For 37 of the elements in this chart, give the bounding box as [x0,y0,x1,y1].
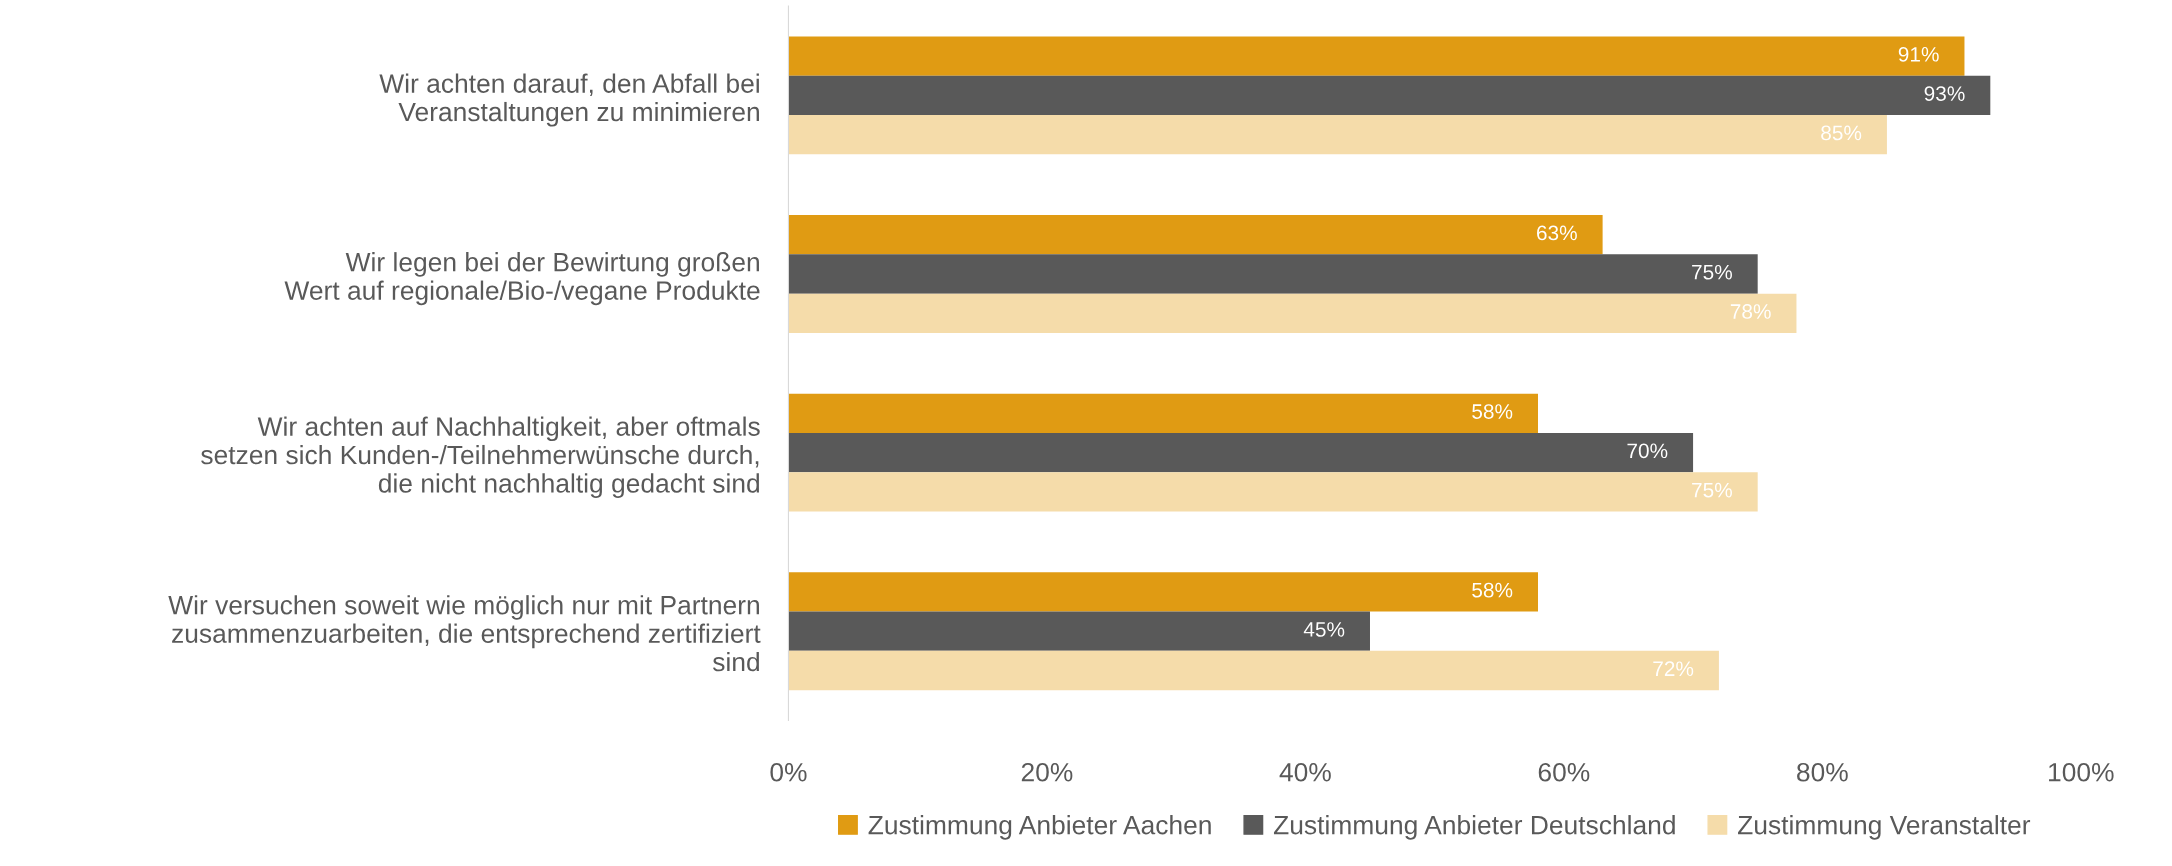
bar [788,432,1694,473]
legend-label: Zustimmung Veranstalter [1738,815,2031,840]
data-label: 85% [1821,125,1862,141]
data-label: 75% [1692,264,1732,280]
y-tick-label: Wir versuchen soweit wie möglich nur mit Partnern zusammenzuarbeiten, die entsprechend zertifiziert sind [168,595,761,672]
data-label: 75% [1692,482,1732,498]
bar [788,215,1603,255]
x-tick-label: 60% [1538,762,1590,782]
bar [788,75,1991,116]
data-label: 58% [1472,404,1513,419]
x-tick-label: 40% [1279,762,1331,782]
bar [788,36,1965,76]
legend-label: Zustimmung Anbieter Aachen [868,815,1211,840]
bar [788,472,1758,512]
data-label: 93% [1924,86,1965,101]
bar [788,611,1370,651]
data-label: 70% [1627,443,1668,459]
bar [788,393,1538,433]
y-tick-label: Wir achten darauf, den Abfall bei Veranstaltungen zu minimieren [379,73,759,127]
x-tick-label: 100% [2049,762,2114,782]
bar [788,650,1719,691]
data-label: 78% [1730,304,1771,319]
x-tick-label: 80% [1797,762,1848,782]
bar [788,572,1538,612]
legend-label: Zustimmung Anbieter Deutschland [1273,815,1675,840]
bar [788,293,1797,333]
x-tick-label: 0% [770,762,807,782]
y-tick-label: Wir legen bei der Bewirtung großen Wert auf regionale/Bio-/vegane Produkte [284,252,760,306]
data-label: 45% [1303,622,1345,637]
y-tick-label: Wir achten auf Nachhaltigkeit, aber oftmals setzen sich Kunden-/Teilnehmerwünsche durch, die nicht nachhaltig gedacht sind [201,416,760,498]
data-label: 63% [1537,225,1577,241]
data-label: 58% [1472,582,1513,598]
data-label: 72% [1653,661,1694,677]
x-tick-label: 20% [1021,762,1073,782]
data-label: 91% [1898,46,1939,62]
bar [788,254,1758,294]
bar [788,115,1887,155]
